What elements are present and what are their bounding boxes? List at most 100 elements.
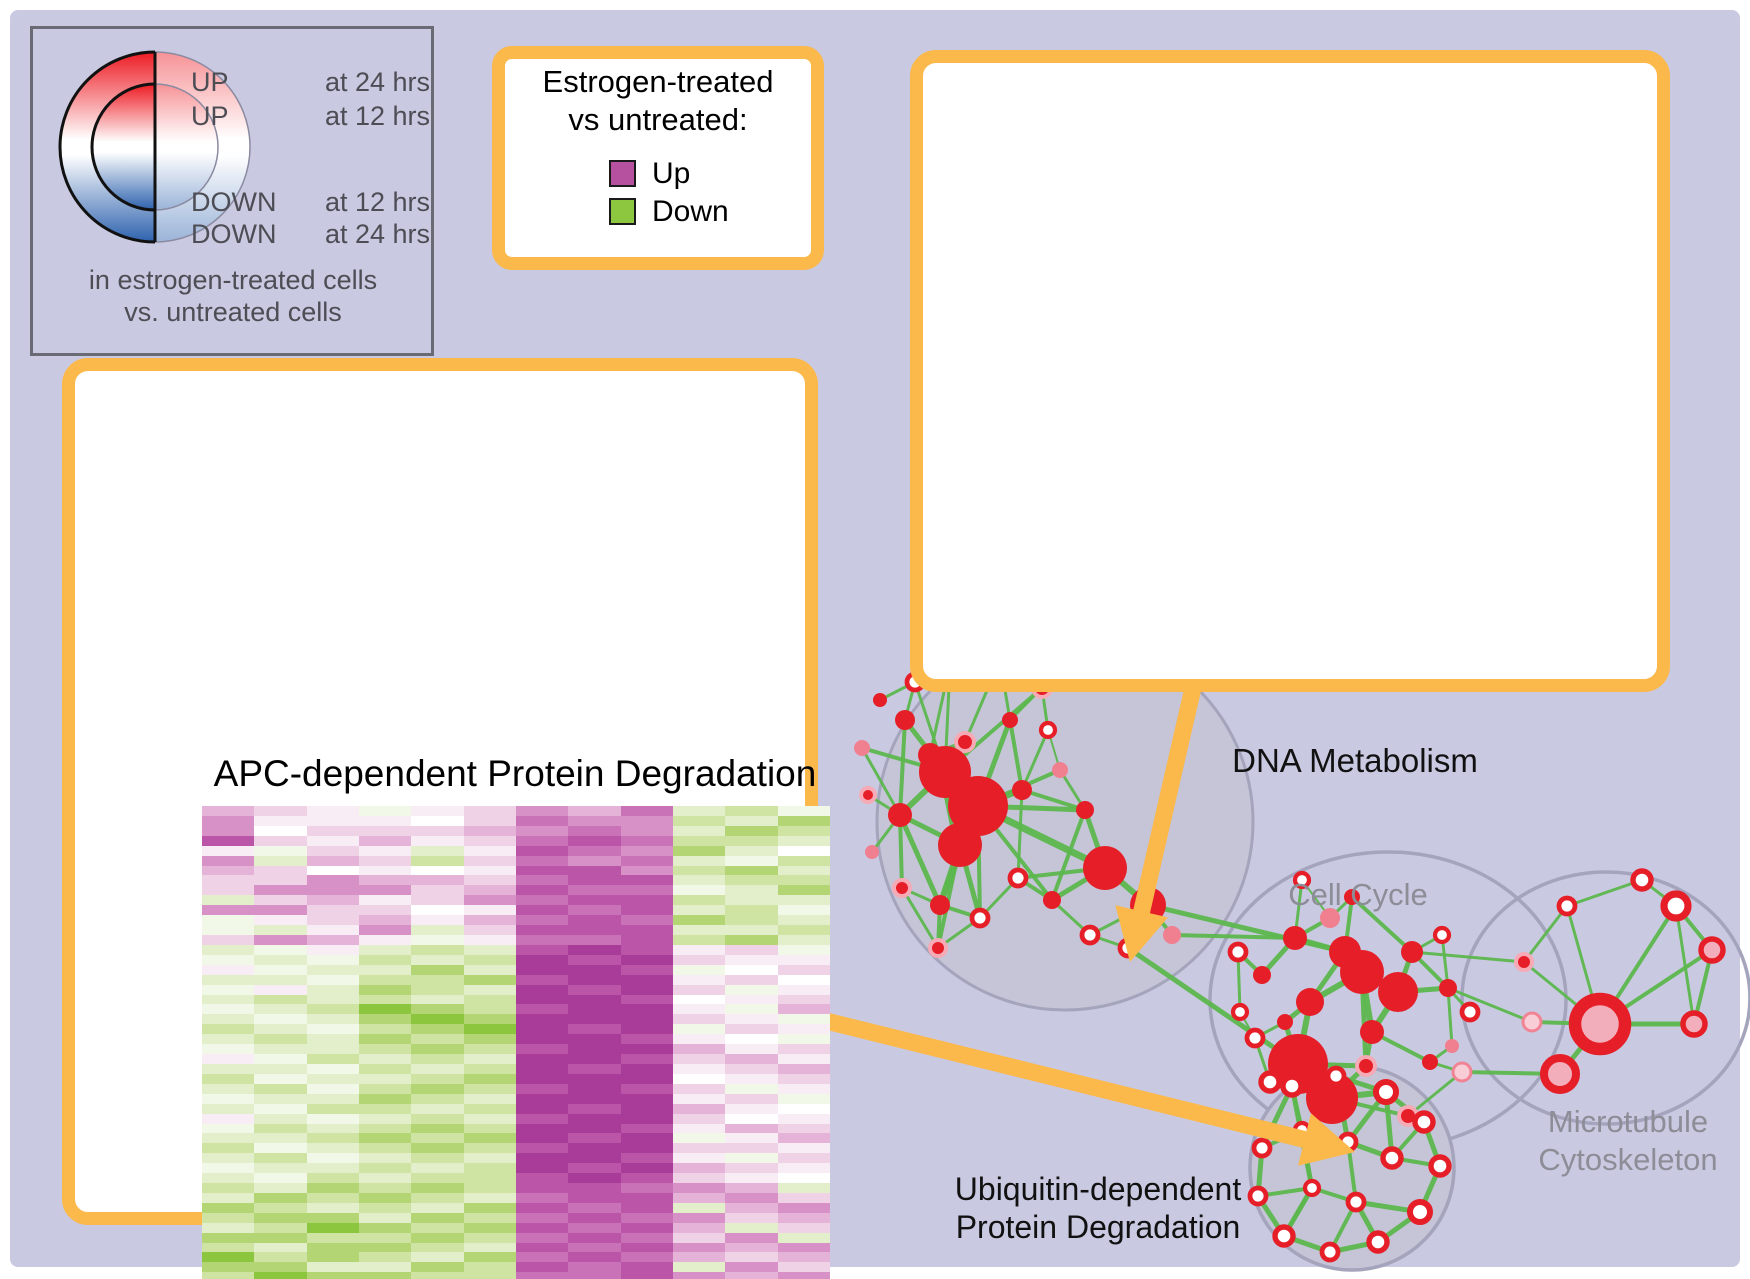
heatmap-cell	[306, 1202, 359, 1213]
heatmap-cell	[620, 1093, 673, 1104]
heatmap-cell	[515, 845, 569, 856]
heatmap-cell	[463, 885, 516, 896]
heatmap-cell	[672, 1024, 726, 1035]
heatmap-cell	[306, 806, 359, 816]
heatmap-cell	[672, 1163, 726, 1174]
heatmap-cell	[463, 895, 516, 906]
heatmap-cell	[672, 1103, 726, 1114]
heatmap-cell	[515, 1232, 569, 1243]
at-24hrs-top-label: at 24 hrs	[324, 67, 430, 97]
heatmap-cell	[306, 855, 359, 866]
heatmap-cell	[777, 1242, 830, 1253]
heatmap-cell	[568, 1143, 621, 1154]
heatmap-cell	[515, 934, 569, 945]
heatmap-cell	[777, 825, 830, 836]
heatmap-cell	[777, 855, 830, 866]
heatmap-cell	[568, 1173, 621, 1184]
heatmap-cell	[358, 1242, 412, 1253]
heatmap-cell	[411, 1093, 464, 1104]
heatmap-cell	[202, 1014, 255, 1025]
heatmap-cell	[777, 1113, 830, 1124]
heatmap-cell	[568, 994, 621, 1005]
heatmap-cell	[254, 915, 307, 926]
heatmap-cell	[620, 954, 673, 965]
heatmap-cell	[620, 845, 673, 856]
heatmap-cell	[725, 1272, 778, 1279]
heatmap-cell	[254, 1222, 307, 1233]
heatmap-cell	[463, 865, 516, 876]
at-12hrs-top-label: at 12 hrs	[324, 101, 430, 131]
heatmap-cell	[568, 1073, 621, 1084]
heatmap-cell	[202, 934, 255, 945]
heatmap-cell	[306, 875, 359, 886]
heatmap-cell	[254, 1004, 307, 1015]
heatmap-cell	[202, 845, 255, 856]
heatmap-cell	[358, 1044, 412, 1055]
heatmap-cell	[358, 1083, 412, 1094]
heatmap-cell	[306, 1212, 359, 1223]
heatmap-cell	[202, 1093, 255, 1104]
heatmap-cell	[306, 885, 359, 896]
heatmap-cell	[568, 1212, 621, 1223]
heatmap-cell	[515, 1014, 569, 1025]
heatmap-cell	[202, 1232, 255, 1243]
heatmap-cell	[515, 1044, 569, 1055]
heatmap-cell	[463, 855, 516, 866]
heatmap-cell	[777, 1073, 830, 1084]
heatmap-cell	[463, 1173, 516, 1184]
heatmap-cell	[358, 806, 412, 816]
heatmap-cell	[202, 994, 255, 1005]
heatmap-cell	[463, 1133, 516, 1144]
heatmap-cell	[254, 1153, 307, 1164]
heatmap-cell	[725, 984, 778, 995]
heatmap-cell	[202, 1192, 255, 1203]
heatmap-cell	[358, 1034, 412, 1045]
heatmap-cell	[254, 825, 307, 836]
heatmap-cell	[777, 954, 830, 965]
heatmap-cell	[568, 1163, 621, 1174]
heatmap-cell	[777, 1093, 830, 1104]
heatmap-cell	[777, 1083, 830, 1094]
heatmap-cell	[725, 1113, 778, 1124]
heatmap-cell	[411, 1054, 464, 1064]
heatmap-cell	[202, 1034, 255, 1045]
legend-caption-line2: vs. untreated cells	[124, 297, 342, 327]
heatmap-cell	[568, 825, 621, 836]
heatmap-cell	[568, 1014, 621, 1025]
heatmap-cell	[672, 1143, 726, 1154]
heatmap-cell	[777, 1262, 830, 1273]
heatmap-cell	[358, 1232, 412, 1243]
heatmap-cell	[306, 1173, 359, 1184]
heatmap-cell	[306, 1083, 359, 1094]
heatmap-cell	[620, 994, 673, 1005]
heatmap-cell	[672, 1252, 726, 1263]
heatmap-cell	[620, 1163, 673, 1174]
heatmap-cell	[358, 1272, 412, 1279]
heatmap-cell	[254, 1262, 307, 1273]
heatmap-cell	[672, 934, 726, 945]
heatmap-cell	[620, 1242, 673, 1253]
heatmap-cell	[515, 1024, 569, 1035]
heatmap-cell	[725, 1212, 778, 1223]
heatmap-cell	[202, 1073, 255, 1084]
heatmap-cell	[777, 1163, 830, 1174]
heatmap-cell	[254, 1163, 307, 1174]
heatmap-cell	[202, 905, 255, 916]
heatmap-cell	[725, 1183, 778, 1193]
heatmap-cell	[411, 1163, 464, 1174]
heatmap-cell	[725, 1153, 778, 1164]
heatmap-cell	[515, 1103, 569, 1114]
heatmap-cell	[254, 1083, 307, 1094]
heatmap-cell	[672, 1123, 726, 1134]
legend-caption-line1: in estrogen-treated cells	[88, 265, 378, 295]
heatmap-cell	[515, 1153, 569, 1164]
heatmap-cell	[254, 1044, 307, 1055]
heatmap-cell	[620, 964, 673, 975]
heatmap-cell	[568, 954, 621, 965]
heatmap-cell	[672, 865, 726, 876]
heatmap-cell	[463, 1113, 516, 1124]
heatmap-cell	[725, 865, 778, 876]
heatmap-cell	[202, 1242, 255, 1253]
heatmap-cell	[202, 1004, 255, 1015]
heatmap-cell	[672, 1232, 726, 1243]
